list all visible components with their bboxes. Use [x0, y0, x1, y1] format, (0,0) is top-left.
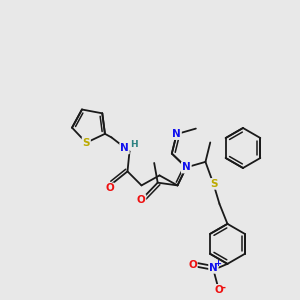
Text: O: O [137, 195, 146, 205]
Text: N: N [120, 143, 129, 153]
Text: S: S [82, 138, 90, 148]
Text: O: O [188, 260, 197, 270]
Text: -: - [221, 283, 226, 293]
Text: H: H [130, 140, 137, 149]
Text: N: N [182, 162, 190, 172]
Text: N: N [209, 263, 218, 273]
Text: N: N [172, 129, 181, 139]
Text: N: N [182, 162, 190, 172]
Text: O: O [214, 285, 223, 295]
Text: S: S [211, 179, 218, 189]
Text: O: O [105, 183, 114, 194]
Text: +: + [214, 260, 221, 268]
